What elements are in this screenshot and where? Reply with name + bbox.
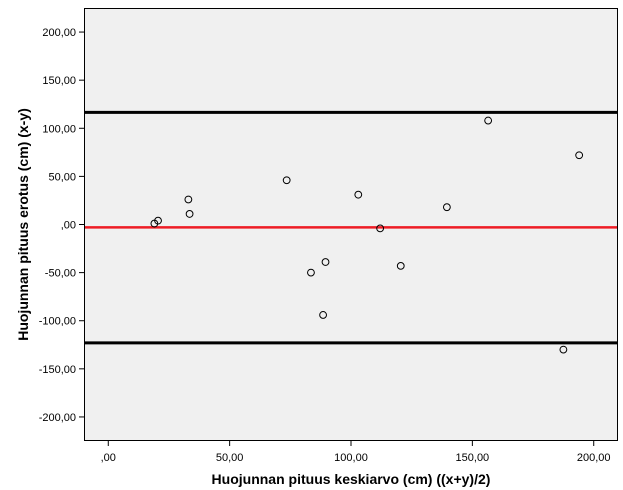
data-point — [321, 258, 330, 266]
x-tick-label: 50,00 — [216, 452, 244, 464]
data-point — [154, 216, 162, 225]
data-point — [319, 311, 327, 319]
y-tick-label: 50,00 — [48, 171, 76, 183]
data-point — [442, 203, 451, 212]
y-axis: 200,00 150,00 100,00 50,00 ,00 -50,00 -100,00 -… — [39, 27, 84, 424]
x-tick-label: ,00 — [101, 452, 116, 464]
data-point — [282, 176, 291, 185]
data-point — [376, 224, 385, 233]
y-axis-title: Huojunnan pituus erotus (cm) (x-y) — [15, 108, 31, 341]
y-tick-label: ,00 — [61, 220, 76, 232]
y-tick-label: -150,00 — [39, 364, 76, 376]
data-point — [307, 268, 315, 277]
y-tick-label: 150,00 — [42, 75, 76, 87]
y-tick-label: 200,00 — [42, 27, 76, 39]
y-tick-label: -100,00 — [39, 316, 76, 328]
data-point — [184, 195, 193, 204]
data-point — [575, 151, 584, 160]
x-axis-title: Huojunnan pituus keskiarvo (cm) ((x+y)/2… — [212, 471, 491, 487]
y-tick-label: -200,00 — [39, 412, 76, 424]
plot-area — [84, 8, 618, 441]
x-tick-label: 150,00 — [456, 452, 490, 464]
data-points — [150, 116, 584, 354]
x-tick-label: 200,00 — [577, 452, 611, 464]
data-point — [396, 261, 405, 270]
x-axis: ,00 50,00 100,00 150,00 200,00 — [101, 441, 611, 464]
plot-frame — [84, 8, 618, 441]
data-point — [484, 116, 493, 125]
reference-lines — [84, 110, 618, 345]
y-tick-label: 100,00 — [42, 123, 76, 135]
data-point — [185, 210, 194, 218]
data-point — [559, 345, 568, 354]
x-tick-label: 100,00 — [334, 452, 368, 464]
data-point — [354, 190, 363, 199]
y-tick-label: -50,00 — [45, 268, 76, 280]
